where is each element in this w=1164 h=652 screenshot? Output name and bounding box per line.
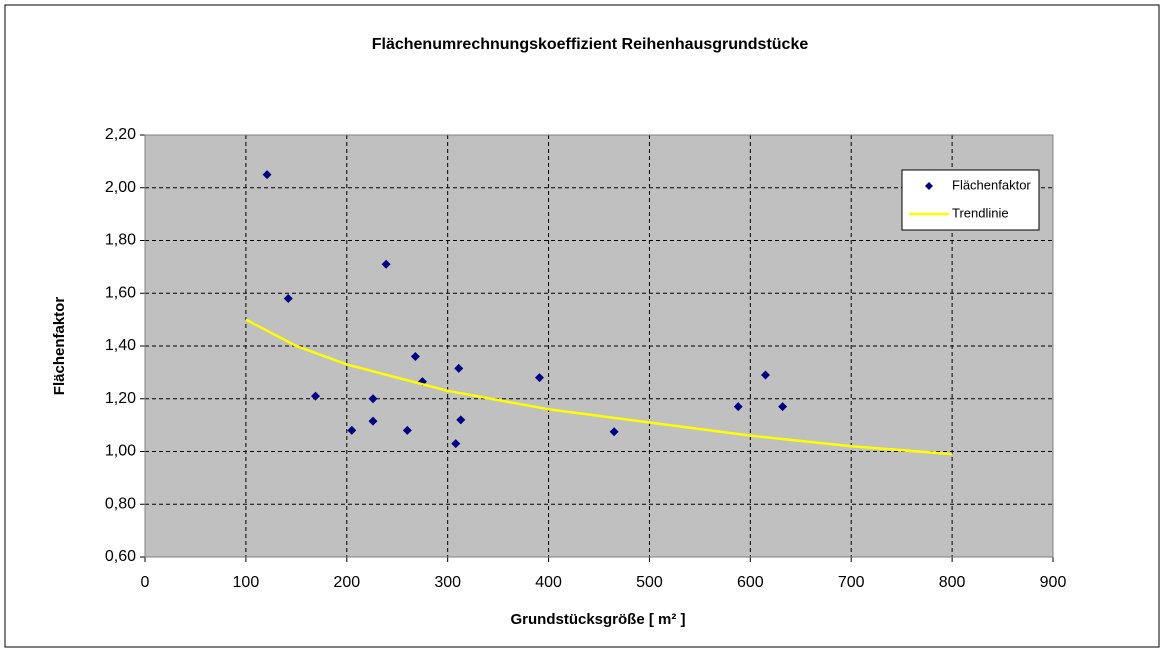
data-point: [733, 402, 743, 412]
trend-line: [245, 318, 953, 456]
data-point: [402, 425, 412, 435]
data-point: [454, 363, 464, 373]
x-tick-label: 600: [737, 574, 764, 591]
data-point: [347, 425, 357, 435]
data-point: [778, 402, 788, 412]
legend-label: Trendlinie: [952, 205, 1009, 220]
x-tick-label: 800: [939, 574, 966, 591]
y-tick-label: 1,80: [105, 232, 136, 249]
y-axis-label: Flächenfaktor: [51, 297, 68, 396]
x-tick-label: 0: [141, 574, 150, 591]
x-tick-label: 700: [838, 574, 865, 591]
legend-box: [901, 169, 1040, 231]
x-axis-label: Grundstücksgröße [ m² ]: [510, 611, 685, 628]
data-point: [534, 373, 544, 383]
data-point: [609, 427, 619, 437]
y-tick-label: 1,40: [105, 337, 136, 354]
data-point: [311, 391, 321, 401]
plot-border: [144, 134, 1054, 558]
y-tick-label: 1,20: [105, 390, 136, 407]
legend-label: Flächenfaktor: [952, 177, 1031, 192]
y-tick-label: 1,00: [105, 443, 136, 460]
x-tick-label: 900: [1040, 574, 1067, 591]
data-point: [381, 259, 391, 269]
data-point: [410, 352, 420, 362]
x-tick-label: 500: [636, 574, 663, 591]
data-point: [262, 170, 272, 180]
x-tick-label: 400: [535, 574, 562, 591]
y-tick-label: 1,60: [105, 284, 136, 301]
x-tick-label: 200: [333, 574, 360, 591]
y-tick-label: 2,20: [105, 126, 136, 143]
x-tick-label: 100: [233, 574, 260, 591]
data-point: [368, 416, 378, 426]
legend-marker: [925, 182, 933, 190]
data-point: [456, 415, 466, 425]
data-point: [368, 394, 378, 404]
y-tick-label: 2,00: [105, 179, 136, 196]
x-tick-label: 300: [434, 574, 461, 591]
chart-title: Flächenumrechnungskoeffizient Reihenhaus…: [372, 36, 809, 53]
data-point: [451, 439, 461, 449]
y-tick-label: 0,80: [105, 495, 136, 512]
data-point: [283, 294, 293, 304]
y-tick-label: 0,60: [105, 548, 136, 565]
data-point: [760, 370, 770, 380]
